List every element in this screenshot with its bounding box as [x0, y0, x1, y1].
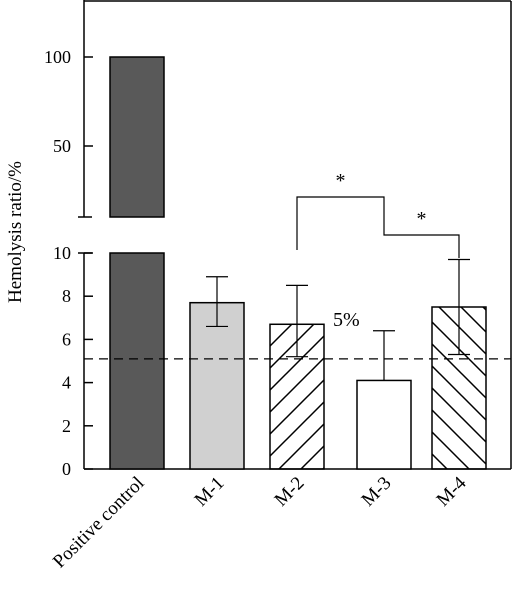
bar [431, 306, 487, 470]
significance-bracket [296, 196, 385, 250]
significance-brackets: ** [296, 170, 460, 258]
category-label: M-3 [358, 473, 396, 511]
y-tick-label: 0 [62, 459, 71, 479]
y-tick-label: 10 [53, 243, 71, 263]
y-tick-label: 2 [62, 416, 71, 436]
reference-line-group: 5% [84, 309, 511, 360]
bar [109, 252, 165, 470]
y-axis-label: Hemolysis ratio/% [5, 161, 26, 303]
bar [356, 379, 412, 470]
y-tick-label: 100 [44, 47, 71, 67]
y-ticks: 0 2 4 6 8 10 50 100 [44, 47, 93, 479]
axis-break-marks [78, 216, 92, 254]
category-label: M-1 [191, 473, 229, 511]
category-label: M-4 [433, 472, 471, 510]
category-labels: Positive control M-1 M-2 M-3 M-4 [49, 472, 471, 572]
bar-upper-segment [109, 56, 165, 218]
significance-bracket [383, 234, 460, 258]
y-tick-label: 50 [53, 136, 71, 156]
bars [109, 56, 487, 470]
bar [189, 301, 245, 470]
y-tick-label: 8 [62, 286, 71, 306]
reference-line-label: 5% [333, 309, 360, 331]
category-label: M-2 [271, 473, 309, 511]
significance-star: * [417, 208, 427, 230]
significance-star: * [336, 170, 346, 192]
error-bars [206, 258, 470, 381]
y-tick-label: 6 [62, 329, 71, 349]
category-label: Positive control [49, 473, 149, 573]
bar [269, 323, 325, 470]
y-tick-label: 4 [62, 373, 71, 393]
